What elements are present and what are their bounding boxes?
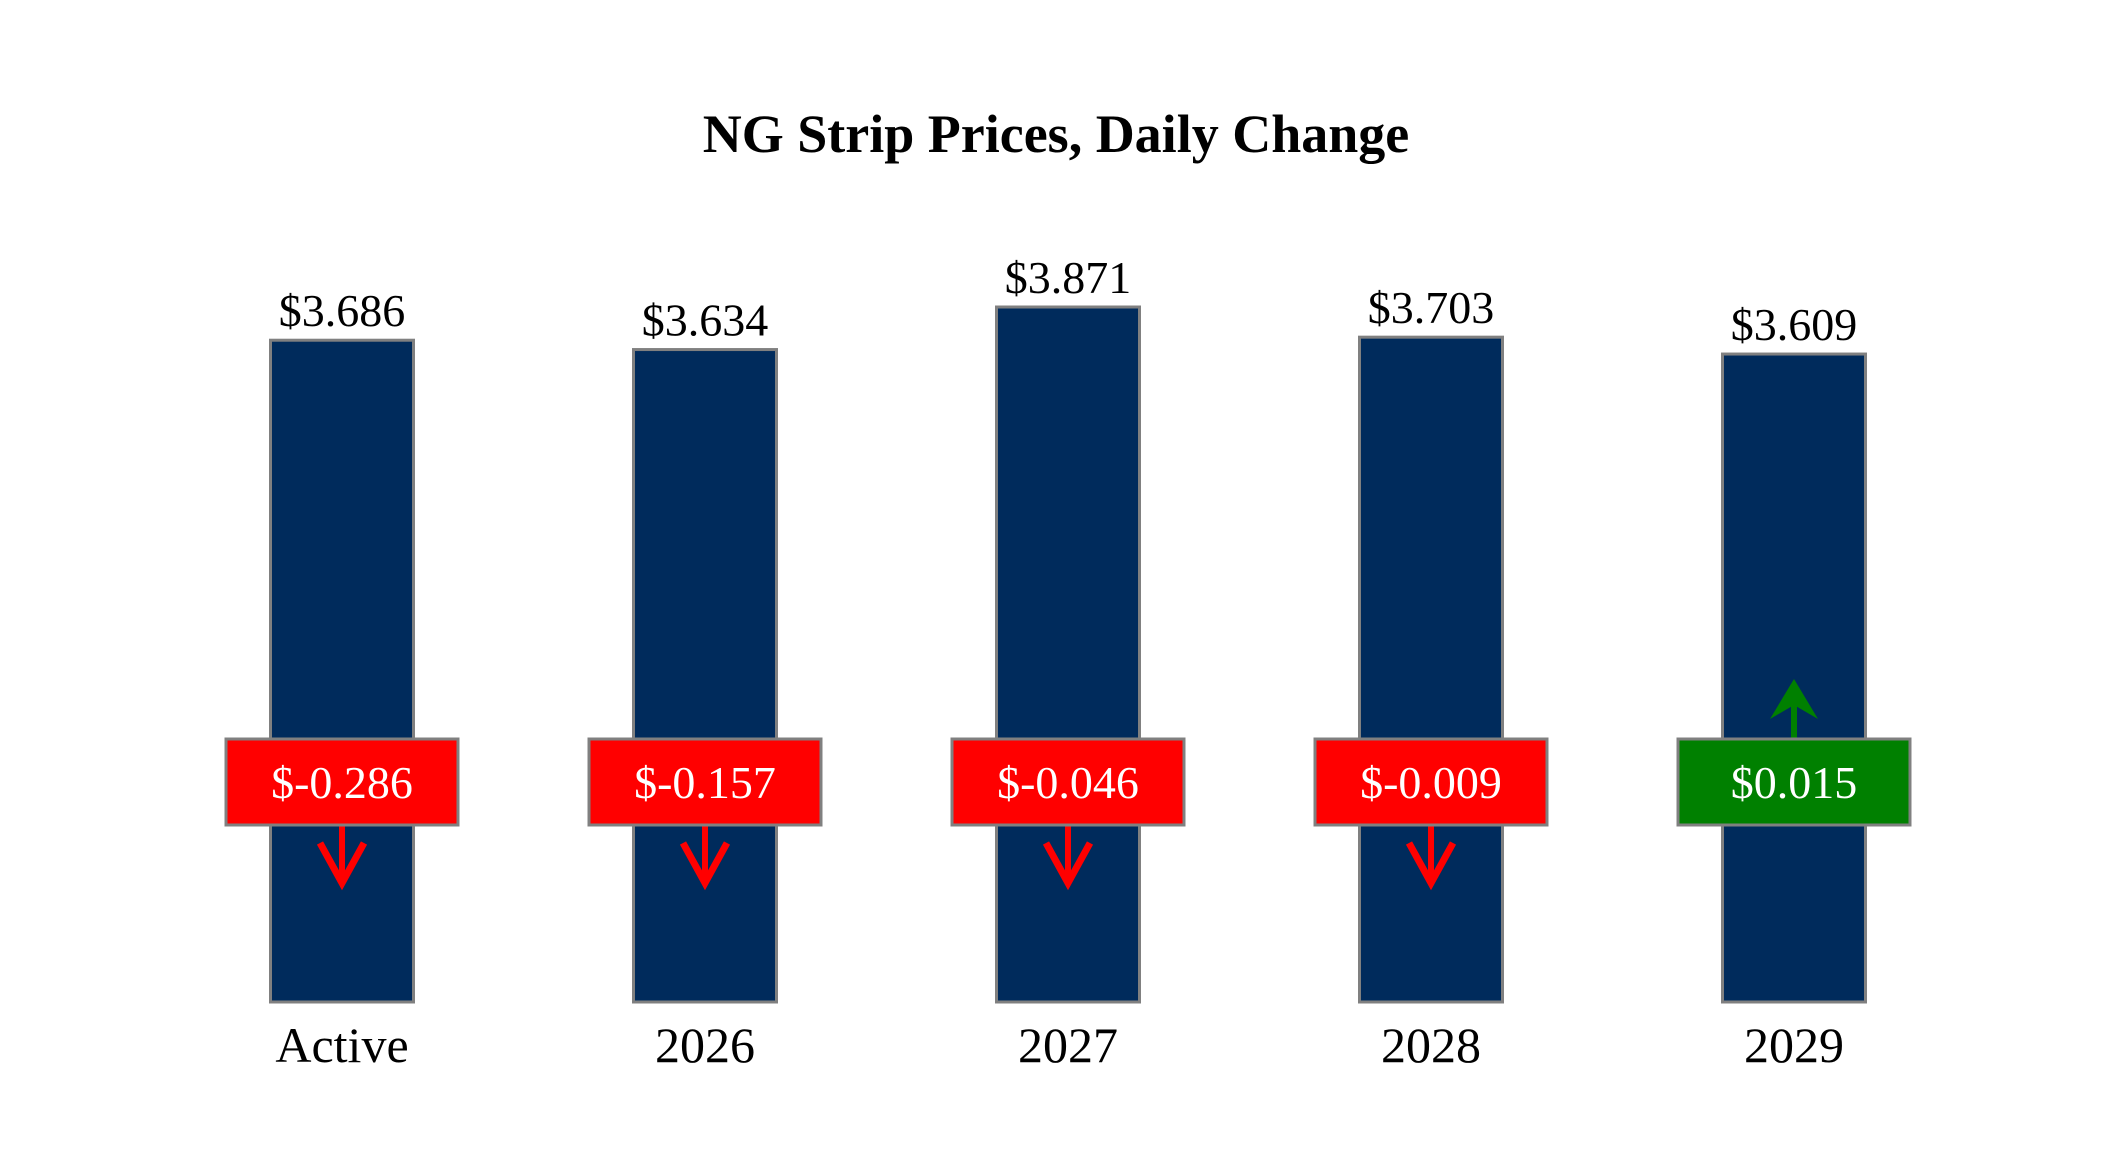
change-label: $-0.286 [271, 757, 413, 808]
bar-active [269, 338, 415, 1004]
category-label: 2026 [655, 1017, 755, 1073]
bar-value-label: $3.609 [1731, 299, 1858, 350]
arrow-down-icon [1405, 825, 1457, 891]
arrow-down-icon [316, 825, 368, 891]
change-label: $-0.009 [1360, 757, 1502, 808]
chart-title: NG Strip Prices, Daily Change [703, 104, 1409, 164]
category-label: Active [275, 1017, 408, 1073]
labels-layer: $3.686 Active $-0.286 $3.634 2026 $-0.157 $3.8… [224, 252, 1912, 1073]
category-label: 2028 [1381, 1017, 1481, 1073]
bar-2027 [995, 305, 1141, 1004]
arrow-up-icon [1770, 679, 1818, 739]
bar-value-label: $3.634 [642, 295, 769, 346]
bar-value-label: $3.686 [279, 285, 406, 336]
change-label: $-0.157 [634, 757, 776, 808]
change-badge-2029: $0.015 [1676, 737, 1912, 827]
bar-2028 [1358, 335, 1504, 1004]
change-label: $0.015 [1731, 757, 1858, 808]
change-badge-2026: $-0.157 [587, 737, 823, 827]
bar-value-label: $3.871 [1005, 252, 1132, 303]
change-badge-active: $-0.286 [224, 737, 460, 827]
change-badge-2028: $-0.009 [1313, 737, 1549, 827]
category-label: 2027 [1018, 1017, 1118, 1073]
arrow-down-icon [1042, 825, 1094, 891]
change-badge-2027: $-0.046 [950, 737, 1186, 827]
arrow-down-icon [679, 825, 731, 891]
bar-value-label: $3.703 [1368, 282, 1495, 333]
bars-layer [269, 305, 1867, 1004]
bar-2026 [632, 348, 778, 1004]
change-label: $-0.046 [997, 757, 1139, 808]
category-label: 2029 [1744, 1017, 1844, 1073]
bar-2029 [1721, 352, 1867, 1004]
